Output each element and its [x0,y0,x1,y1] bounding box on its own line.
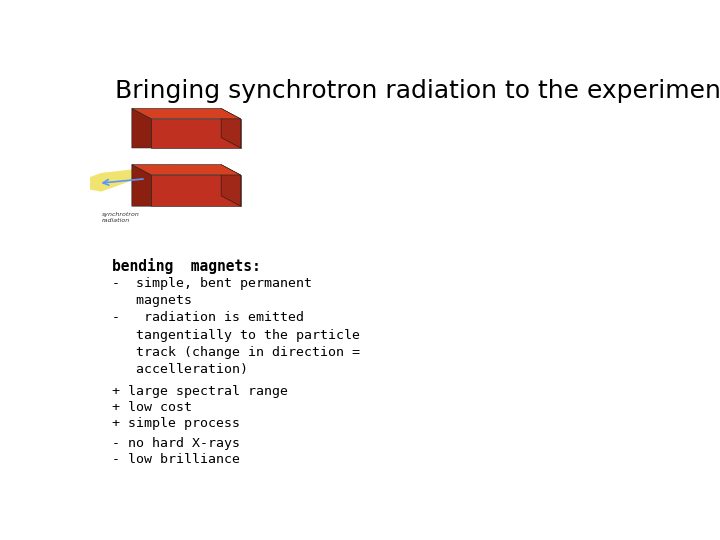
Polygon shape [132,109,151,148]
Polygon shape [132,165,240,175]
Polygon shape [132,165,151,206]
Polygon shape [221,109,240,148]
Polygon shape [132,109,240,119]
Text: + low cost: + low cost [112,401,192,414]
Text: -   radiation is emitted: - radiation is emitted [112,312,305,325]
Text: Bringing synchrotron radiation to the experiment: Bringing synchrotron radiation to the ex… [115,79,720,103]
Text: magnets: magnets [112,294,192,307]
Polygon shape [151,175,240,206]
Text: + large spectral range: + large spectral range [112,385,288,398]
Text: synchrotron
radiation: synchrotron radiation [102,212,140,223]
Text: - low brilliance: - low brilliance [112,453,240,465]
Polygon shape [90,165,176,192]
Text: -  simple, bent permanent: - simple, bent permanent [112,277,312,290]
Text: bending  magnets:: bending magnets: [112,258,261,274]
Polygon shape [151,119,240,148]
Text: + simple process: + simple process [112,416,240,429]
Text: tangentially to the particle: tangentially to the particle [112,329,360,342]
Text: track (change in direction =: track (change in direction = [112,346,360,359]
Text: - no hard X-rays: - no hard X-rays [112,437,240,450]
Polygon shape [221,165,240,206]
Text: accelleration): accelleration) [112,363,248,376]
